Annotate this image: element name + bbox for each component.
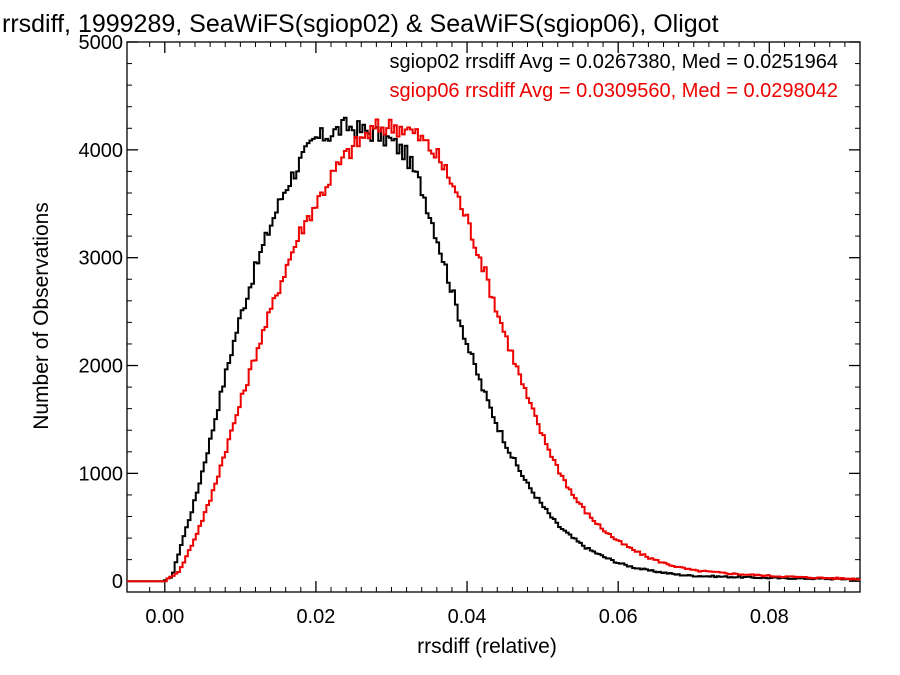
series-layer xyxy=(127,116,861,583)
x-tick-label: 0.02 xyxy=(296,606,335,628)
y-tick-label: 3000 xyxy=(79,248,124,270)
y-tick-label: 4000 xyxy=(79,140,124,162)
x-tick-label: 0.00 xyxy=(145,606,184,628)
y-tick-label: 1000 xyxy=(79,463,124,485)
x-axis: 0.00 0.02 0.04 0.06 0.08 xyxy=(145,42,861,628)
x-axis-title: rrsdiff (relative) xyxy=(417,635,557,658)
y-tick-label: 0 xyxy=(112,571,123,593)
x-tick-label: 0.04 xyxy=(448,606,487,628)
y-tick-label: 2000 xyxy=(79,356,124,378)
series-sgiop02 xyxy=(127,116,861,583)
legend-sgiop06: sgiop06 rrsdiff Avg = 0.0309560, Med = 0… xyxy=(390,80,839,102)
x-tick-label: 0.08 xyxy=(750,606,789,628)
y-tick-label: 5000 xyxy=(79,32,124,54)
series-sgiop06 xyxy=(127,118,861,583)
y-axis: 0 1000 2000 3000 4000 5000 xyxy=(79,32,860,593)
plot-frame xyxy=(126,41,861,593)
chart-title: rrsdiff, 1999289, SeaWiFS(sgiop02) & Sea… xyxy=(2,10,719,38)
x-tick-label: 0.06 xyxy=(599,606,638,628)
y-axis-title: Number of Observations xyxy=(30,202,53,430)
plot-border xyxy=(126,41,861,593)
legend-sgiop02: sgiop02 rrsdiff Avg = 0.0267380, Med = 0… xyxy=(390,51,839,73)
